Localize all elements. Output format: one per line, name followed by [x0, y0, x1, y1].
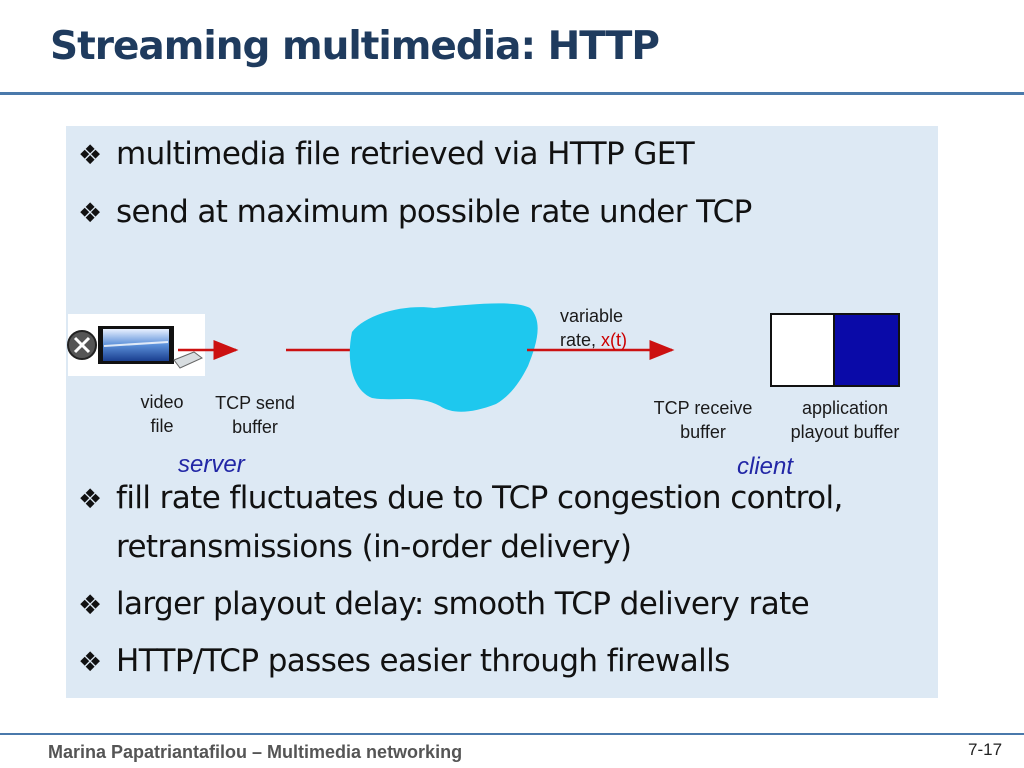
bullet-text: multimedia file retrieved via HTTP GET [116, 136, 695, 172]
variable-rate-label: variable rate, x(t) [560, 304, 627, 352]
diamond-bullet-icon: ❖ [78, 484, 102, 515]
label-line: buffer [232, 417, 278, 437]
bullet-continuation: retransmissions (in-order delivery) [116, 529, 632, 565]
diamond-bullet-icon: ❖ [78, 647, 102, 678]
label-line: file [150, 416, 174, 436]
label-line: rate, x(t) [560, 328, 627, 352]
bullet-item: ❖ larger playout delay: smooth TCP delive… [78, 586, 810, 622]
bullet-item: ❖ send at maximum possible rate under TCP [78, 194, 752, 230]
slide-title: Streaming multimedia: HTTP [50, 24, 660, 69]
page-number: 7-17 [968, 740, 1003, 759]
diamond-bullet-icon: ❖ [78, 198, 102, 229]
client-label: client [737, 453, 794, 480]
footer-author: Marina Papatriantafilou – Multimedia net… [48, 742, 463, 762]
label-line: application [801, 398, 889, 418]
server-label: server [178, 451, 245, 478]
label-line: TCP send [215, 393, 295, 413]
rate-symbol: x(t) [601, 330, 628, 350]
playout-buffer-icon [770, 313, 900, 387]
network-cloud-icon [349, 303, 538, 412]
footer-divider [0, 733, 1024, 735]
video-file-icon [67, 314, 205, 376]
label-line: playout buffer [790, 422, 900, 442]
label-line: TCP receive [653, 398, 753, 418]
bullet-text: HTTP/TCP passes easier through firewalls [116, 643, 730, 679]
bullet-item: ❖ multimedia file retrieved via HTTP GET [78, 136, 695, 172]
bullet-text: larger playout delay: smooth TCP deliver… [116, 586, 810, 622]
label-line: video [140, 392, 184, 412]
bullet-text: send at maximum possible rate under TCP [116, 194, 752, 230]
label-line: variable [560, 306, 624, 326]
title-divider [0, 92, 1024, 95]
tcp-receive-buffer-label: TCP receive buffer [642, 396, 764, 444]
application-playout-buffer-label: application playout buffer [775, 396, 915, 444]
rate-text: rate, [560, 330, 602, 350]
bullet-item: ❖ HTTP/TCP passes easier through firewall… [78, 643, 730, 679]
video-file-label: video file [130, 390, 194, 438]
content-panel [66, 126, 938, 698]
diamond-bullet-icon: ❖ [78, 590, 102, 621]
label-line: buffer [680, 422, 726, 442]
bullet-item: ❖ fill rate fluctuates due to TCP congest… [78, 480, 843, 516]
diamond-bullet-icon: ❖ [78, 140, 102, 171]
bullet-text: fill rate fluctuates due to TCP congesti… [116, 480, 843, 516]
tcp-send-buffer-label: TCP send buffer [205, 391, 305, 439]
